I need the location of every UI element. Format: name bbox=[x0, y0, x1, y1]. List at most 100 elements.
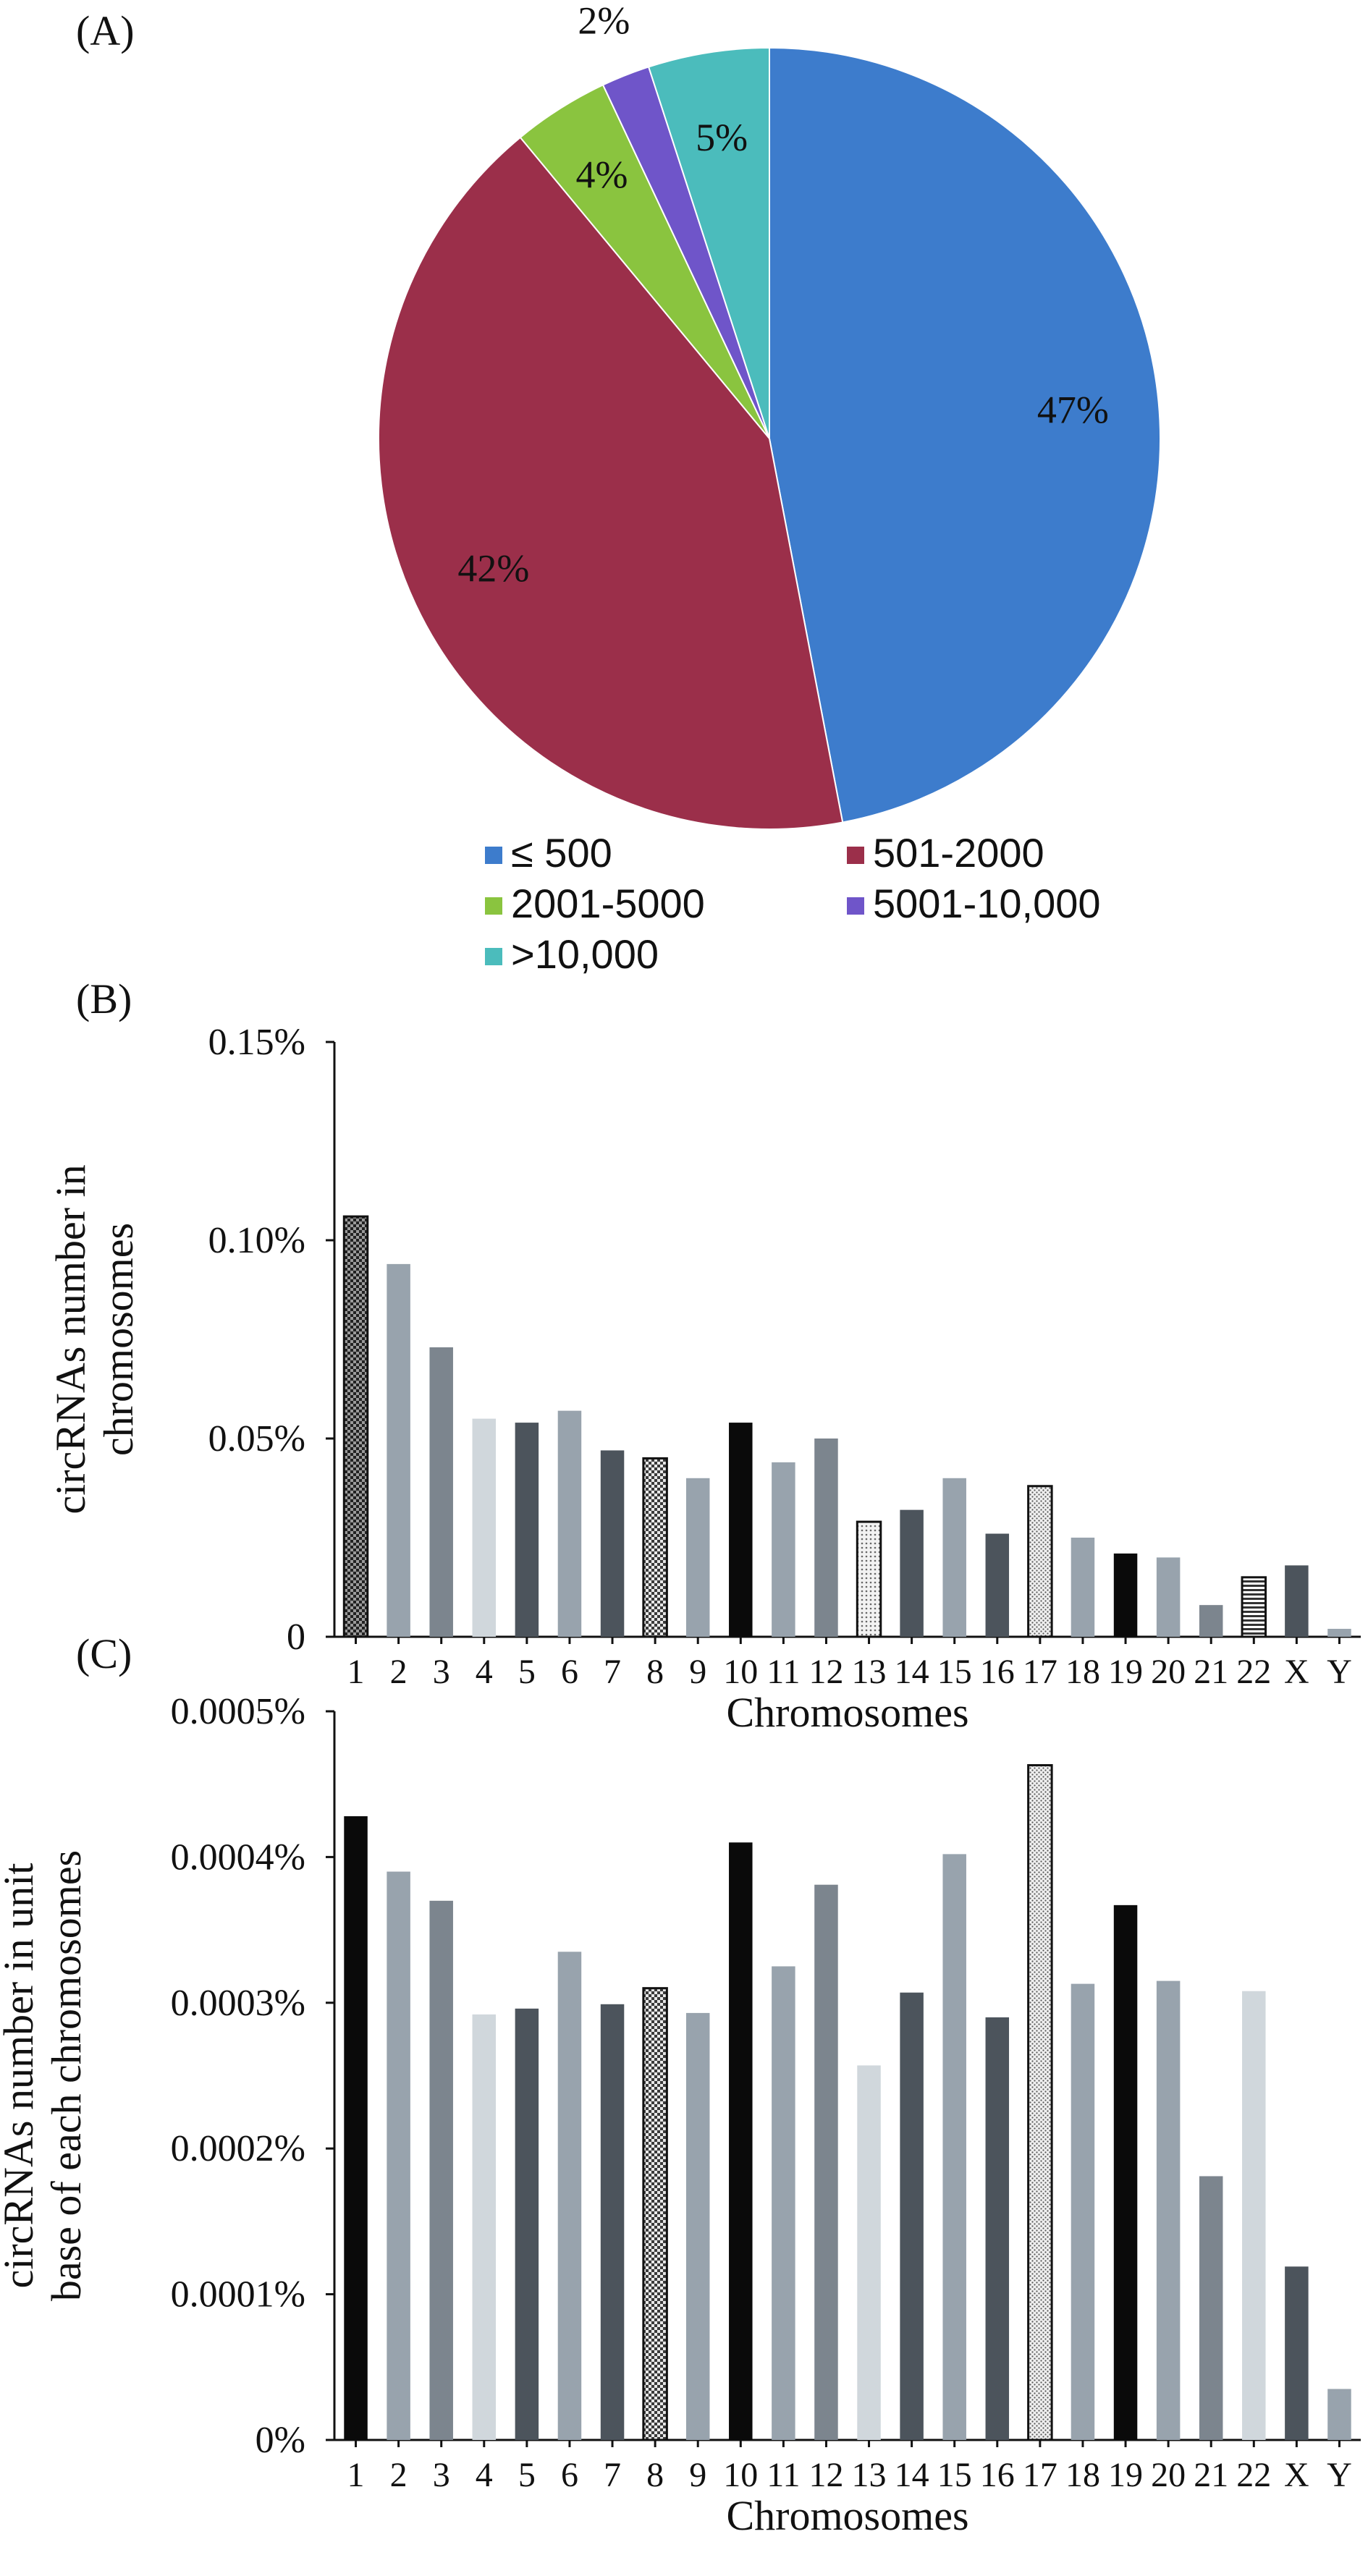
bar bbox=[985, 2017, 1010, 2440]
x-tick-label: Y bbox=[1327, 1653, 1352, 1691]
x-tick-label: 10 bbox=[723, 1653, 758, 1691]
bar bbox=[857, 2065, 881, 2440]
bar bbox=[814, 1884, 838, 2440]
bar bbox=[685, 2012, 710, 2440]
bar bbox=[387, 1871, 410, 2440]
legend-swatch bbox=[485, 948, 502, 965]
x-tick-label: 14 bbox=[895, 1653, 929, 1691]
y-tick-label: 0.0002% bbox=[171, 2128, 305, 2169]
bar bbox=[814, 1439, 838, 1637]
bar bbox=[1156, 1557, 1181, 1637]
legend-label: 5001-10,000 bbox=[873, 881, 1101, 926]
x-tick-label: 8 bbox=[646, 2456, 664, 2494]
bar bbox=[1113, 1905, 1138, 2440]
x-tick-label: 22 bbox=[1236, 2456, 1271, 2494]
panel-a-label: (A) bbox=[76, 7, 135, 54]
bar bbox=[942, 1854, 966, 2440]
legend-swatch bbox=[847, 897, 864, 915]
legend-item: 2001-5000 bbox=[485, 881, 705, 926]
bar bbox=[1071, 1538, 1095, 1637]
y-tick-label: 0.0001% bbox=[171, 2274, 305, 2316]
bar bbox=[387, 1263, 410, 1637]
bar bbox=[985, 1533, 1010, 1637]
legend-item: >10,000 bbox=[485, 931, 659, 977]
bar bbox=[1242, 1991, 1266, 2440]
x-tick-label: 19 bbox=[1108, 2456, 1143, 2494]
panel-b-label: (B) bbox=[76, 975, 132, 1022]
x-tick-label: 15 bbox=[937, 1653, 972, 1691]
bar bbox=[342, 1215, 369, 1638]
bar bbox=[429, 1900, 453, 2440]
legend-item: ≤ 500 bbox=[485, 830, 612, 876]
legend-label: >10,000 bbox=[511, 931, 659, 977]
x-tick-label: 2 bbox=[390, 2456, 408, 2494]
x-tick-label: 9 bbox=[689, 1653, 706, 1691]
x-tick-label: 10 bbox=[723, 2456, 758, 2494]
bar bbox=[729, 1423, 753, 1637]
bar bbox=[515, 2008, 539, 2440]
bar bbox=[1327, 1629, 1351, 1637]
x-tick-label: Y bbox=[1327, 2456, 1352, 2494]
panel-a: (A) 47% 42% 4% 2% 5% ≤ 500 501-2000 2001-5000 5… bbox=[76, 0, 1162, 977]
x-tick-label: 20 bbox=[1151, 2456, 1186, 2494]
bar bbox=[900, 1992, 924, 2440]
bar bbox=[1156, 1980, 1181, 2440]
bar bbox=[1199, 2176, 1223, 2440]
x-tick-label: 4 bbox=[476, 2456, 493, 2494]
y-axis-title-line: chromosomes bbox=[95, 1223, 142, 1456]
legend-swatch bbox=[485, 847, 502, 864]
x-tick-label: X bbox=[1284, 1653, 1309, 1691]
panel-b: (B) 00.05%0.10%0.15%1 2 3 4 5 6 7 8 9 10 11 12 13 14 1… bbox=[47, 975, 1361, 1736]
x-tick-label: 1 bbox=[347, 1653, 365, 1691]
legend-swatch bbox=[847, 847, 864, 864]
legend-item: 501-2000 bbox=[847, 830, 1044, 876]
pie-slice-label: 47% bbox=[1037, 388, 1109, 431]
x-tick-label: 21 bbox=[1194, 2456, 1228, 2494]
y-tick-label: 0 bbox=[287, 1617, 305, 1658]
bar bbox=[642, 1457, 668, 1638]
bar bbox=[1071, 1983, 1095, 2440]
pie-slice bbox=[647, 46, 770, 439]
y-axis-title-line: circRNAs number in unit bbox=[0, 1863, 42, 2289]
x-tick-label: 9 bbox=[689, 2456, 706, 2494]
x-tick-label: 13 bbox=[852, 2456, 887, 2494]
pie-slice-label: 4% bbox=[576, 153, 628, 196]
x-tick-label: 15 bbox=[937, 2456, 972, 2494]
y-tick-label: 0.0005% bbox=[171, 1691, 305, 1732]
pie-labels: 47% 42% 4% 2% 5% bbox=[457, 0, 1108, 590]
x-tick-label: 6 bbox=[561, 1653, 578, 1691]
bar bbox=[900, 1509, 924, 1637]
legend-label: 501-2000 bbox=[873, 830, 1044, 876]
pie-legend: ≤ 500 501-2000 2001-5000 5001-10,000 >10,000 bbox=[485, 830, 1101, 977]
bar bbox=[344, 1816, 368, 2440]
x-tick-label: 18 bbox=[1065, 1653, 1100, 1691]
x-tick-label: 2 bbox=[390, 1653, 408, 1691]
x-tick-label: 12 bbox=[808, 2456, 843, 2494]
bar bbox=[472, 1418, 497, 1637]
bar bbox=[1241, 1576, 1267, 1638]
pie-slice bbox=[378, 136, 844, 830]
bar bbox=[515, 1423, 539, 1637]
y-axis-title-line: base of each chromosomes bbox=[43, 1850, 90, 2301]
bar bbox=[557, 1952, 582, 2440]
bar bbox=[1027, 1764, 1053, 2441]
bar bbox=[600, 1450, 625, 1637]
bar bbox=[1285, 1565, 1309, 1637]
x-tick-label: 11 bbox=[767, 1653, 800, 1691]
panel-c-label: (C) bbox=[76, 1630, 132, 1677]
bar bbox=[685, 1478, 710, 1637]
bar bbox=[642, 1987, 668, 2441]
bar-chart-b: 00.05%0.10%0.15%1 2 3 4 5 6 7 8 9 10 11 12 13 14 15 16 1… bbox=[47, 1022, 1361, 1736]
legend-swatch bbox=[485, 897, 502, 915]
x-tick-label: 7 bbox=[604, 2456, 621, 2494]
bar bbox=[856, 1520, 882, 1638]
bar bbox=[729, 1842, 753, 2440]
x-tick-label: 6 bbox=[561, 2456, 578, 2494]
x-tick-label: 7 bbox=[604, 1653, 621, 1691]
y-axis-title-line: circRNAs number in bbox=[47, 1164, 94, 1514]
x-tick-label: 17 bbox=[1023, 1653, 1057, 1691]
x-tick-label: 3 bbox=[433, 2456, 450, 2494]
pie-slice-label: 42% bbox=[457, 546, 529, 590]
legend-label: ≤ 500 bbox=[511, 830, 612, 876]
